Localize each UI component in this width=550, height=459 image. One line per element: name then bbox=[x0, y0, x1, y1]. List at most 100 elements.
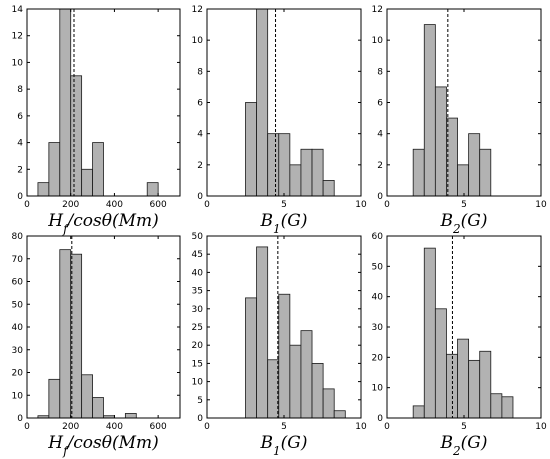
histogram-bar bbox=[124, 413, 137, 419]
histogram-bar bbox=[59, 8, 72, 197]
y-tick-label: 10 bbox=[12, 391, 24, 401]
histogram-bar bbox=[423, 24, 436, 197]
histogram-bar bbox=[267, 133, 280, 197]
x-tick-label: 10 bbox=[535, 200, 547, 210]
histogram-bar bbox=[434, 308, 447, 419]
y-tick-label: 40 bbox=[372, 293, 384, 303]
x-tick-label: 200 bbox=[62, 200, 79, 210]
y-tick-label: 70 bbox=[12, 255, 24, 265]
y-tick-label: 35 bbox=[192, 287, 203, 297]
x-tick-label: 5 bbox=[461, 200, 467, 210]
x-axis-label: B1(G) bbox=[260, 211, 308, 236]
x-tick-label: 400 bbox=[106, 422, 123, 432]
y-tick-label: 40 bbox=[192, 268, 204, 278]
histogram-bar bbox=[300, 148, 313, 197]
histogram-bar bbox=[468, 359, 481, 419]
x-tick-label: 400 bbox=[106, 200, 123, 210]
plot-frame bbox=[26, 8, 181, 197]
y-tick-label: 12 bbox=[192, 5, 203, 15]
x-tick-label: 10 bbox=[535, 422, 547, 432]
y-tick-label: 6 bbox=[197, 99, 203, 109]
x-tick-label: 600 bbox=[150, 422, 167, 432]
x-tick-label: 10 bbox=[355, 200, 367, 210]
y-tick-label: 10 bbox=[12, 58, 24, 68]
y-tick-label: 15 bbox=[192, 359, 203, 369]
x-tick-label: 0 bbox=[384, 422, 390, 432]
y-tick-label: 6 bbox=[17, 112, 23, 122]
x-tick-label: 10 bbox=[355, 422, 367, 432]
histogram-bar bbox=[501, 396, 514, 419]
y-tick-label: 0 bbox=[377, 414, 383, 424]
y-tick-label: 50 bbox=[12, 300, 24, 310]
y-tick-label: 4 bbox=[197, 130, 203, 140]
x-tick-label: 5 bbox=[281, 422, 287, 432]
y-tick-label: 20 bbox=[12, 369, 24, 379]
y-tick-label: 0 bbox=[377, 192, 383, 202]
y-tick-label: 5 bbox=[197, 396, 203, 406]
histogram-bar bbox=[423, 247, 436, 419]
y-tick-label: 8 bbox=[377, 67, 383, 77]
y-tick-label: 50 bbox=[372, 262, 384, 272]
y-tick-label: 10 bbox=[192, 36, 204, 46]
y-tick-label: 0 bbox=[197, 192, 203, 202]
y-tick-label: 4 bbox=[17, 139, 23, 149]
x-tick-label: 0 bbox=[384, 200, 390, 210]
histogram-bar bbox=[468, 133, 481, 197]
x-axis-label: Hf/cosθ(Mm) bbox=[47, 211, 159, 236]
histogram-panel: 0 200 400 600 0 2 4 6 8 10 12 14 Hf/cosθ(Mm) bbox=[12, 5, 181, 236]
histogram-bar bbox=[48, 142, 61, 197]
histogram-panel: 0 5 10 0 2 4 6 8 10 12 B2(G) bbox=[372, 5, 547, 236]
y-tick-label: 8 bbox=[197, 67, 203, 77]
histogram-bar bbox=[311, 362, 324, 419]
y-tick-label: 50 bbox=[192, 232, 204, 242]
y-tick-label: 4 bbox=[377, 130, 383, 140]
y-tick-label: 6 bbox=[377, 99, 383, 109]
histogram-bar bbox=[59, 249, 72, 419]
y-tick-label: 60 bbox=[12, 278, 24, 288]
x-axis-label: Hf/cosθ(Mm) bbox=[47, 433, 159, 458]
y-tick-label: 10 bbox=[372, 384, 384, 394]
histogram-bar bbox=[412, 148, 425, 197]
y-tick-label: 40 bbox=[12, 323, 24, 333]
x-tick-label: 5 bbox=[281, 200, 287, 210]
y-tick-label: 0 bbox=[197, 414, 203, 424]
y-tick-label: 2 bbox=[17, 165, 23, 175]
y-tick-label: 0 bbox=[17, 414, 23, 424]
histogram-bar bbox=[322, 180, 335, 197]
y-tick-label: 80 bbox=[12, 232, 24, 242]
histogram-bar bbox=[92, 397, 104, 419]
histogram-bar bbox=[300, 330, 313, 419]
histogram-bar bbox=[81, 374, 93, 419]
y-tick-label: 10 bbox=[372, 36, 384, 46]
histogram-bar bbox=[434, 86, 447, 197]
histogram-bar bbox=[457, 164, 470, 197]
histogram-bar bbox=[256, 246, 269, 419]
x-tick-label: 5 bbox=[461, 422, 467, 432]
y-tick-label: 45 bbox=[192, 250, 203, 260]
y-tick-label: 60 bbox=[372, 232, 384, 242]
y-tick-label: 30 bbox=[192, 305, 204, 315]
x-axis-label: B1(G) bbox=[260, 433, 308, 458]
y-tick-label: 30 bbox=[12, 346, 24, 356]
histogram-panel: 0 5 10 0 10 20 30 40 50 60 B2(G) bbox=[372, 232, 547, 458]
x-tick-label: 600 bbox=[150, 200, 167, 210]
histogram-bar bbox=[333, 410, 346, 419]
histogram-bar bbox=[245, 102, 257, 197]
x-tick-label: 0 bbox=[204, 200, 210, 210]
histogram-panel: 0 5 10 0 5 10 15 20 25 30 35 40 45 50 B1(G) bbox=[192, 232, 367, 458]
histogram-bar bbox=[146, 182, 159, 197]
x-tick-label: 0 bbox=[24, 422, 30, 432]
histogram-bar bbox=[37, 182, 50, 197]
histogram-bar bbox=[289, 164, 302, 197]
y-tick-label: 12 bbox=[372, 5, 383, 15]
y-tick-label: 10 bbox=[192, 378, 204, 388]
y-tick-label: 8 bbox=[17, 85, 23, 95]
histogram-bar bbox=[92, 142, 104, 197]
histogram-bar bbox=[311, 148, 324, 197]
histogram-bar bbox=[289, 344, 302, 419]
y-tick-label: 20 bbox=[372, 353, 384, 363]
y-tick-label: 25 bbox=[192, 323, 203, 333]
y-tick-label: 2 bbox=[197, 161, 203, 171]
histogram-bar bbox=[70, 253, 83, 419]
